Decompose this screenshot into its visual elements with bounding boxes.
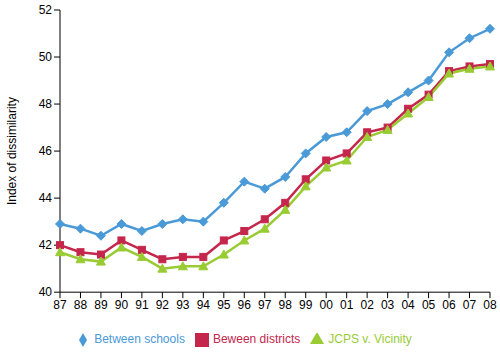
svg-text:91: 91 — [135, 298, 149, 312]
svg-text:90: 90 — [115, 298, 129, 312]
html-text:Between schools: Between schools — [94, 332, 185, 347]
svg-text:93: 93 — [176, 298, 190, 312]
svg-text:06: 06 — [442, 298, 456, 312]
svg-text:98: 98 — [279, 298, 293, 312]
html-text:JCPS v. Vicinity: JCPS v. Vicinity — [328, 332, 412, 347]
svg-text:92: 92 — [156, 298, 170, 312]
svg-text:46: 46 — [39, 144, 53, 158]
svg-text:87: 87 — [53, 298, 67, 312]
html-text:Beween districts: Beween districts — [212, 332, 301, 347]
svg-text:48: 48 — [39, 97, 53, 111]
svg-text:94: 94 — [197, 298, 211, 312]
svg-text:04: 04 — [401, 298, 415, 312]
svg-text:99: 99 — [299, 298, 313, 312]
svg-text:42: 42 — [39, 238, 53, 252]
svg-text:07: 07 — [463, 298, 477, 312]
svg-text:01: 01 — [340, 298, 354, 312]
svg-text:52: 52 — [39, 3, 53, 17]
svg-text:08: 08 — [483, 298, 492, 312]
svg-text:03: 03 — [381, 298, 395, 312]
svg-text:00: 00 — [320, 298, 334, 312]
svg-text:Index of dissimilarity: Index of dissimilarity — [8, 97, 19, 205]
svg-text:89: 89 — [94, 298, 108, 312]
svg-text:02: 02 — [360, 298, 374, 312]
svg-text:05: 05 — [422, 298, 436, 312]
svg-text:50: 50 — [39, 50, 53, 64]
svg-text:40: 40 — [39, 285, 53, 299]
svg-text:95: 95 — [217, 298, 231, 312]
svg-text:44: 44 — [39, 191, 53, 205]
svg-text:97: 97 — [258, 298, 272, 312]
svg-text:88: 88 — [74, 298, 88, 312]
svg-text:96: 96 — [238, 298, 252, 312]
